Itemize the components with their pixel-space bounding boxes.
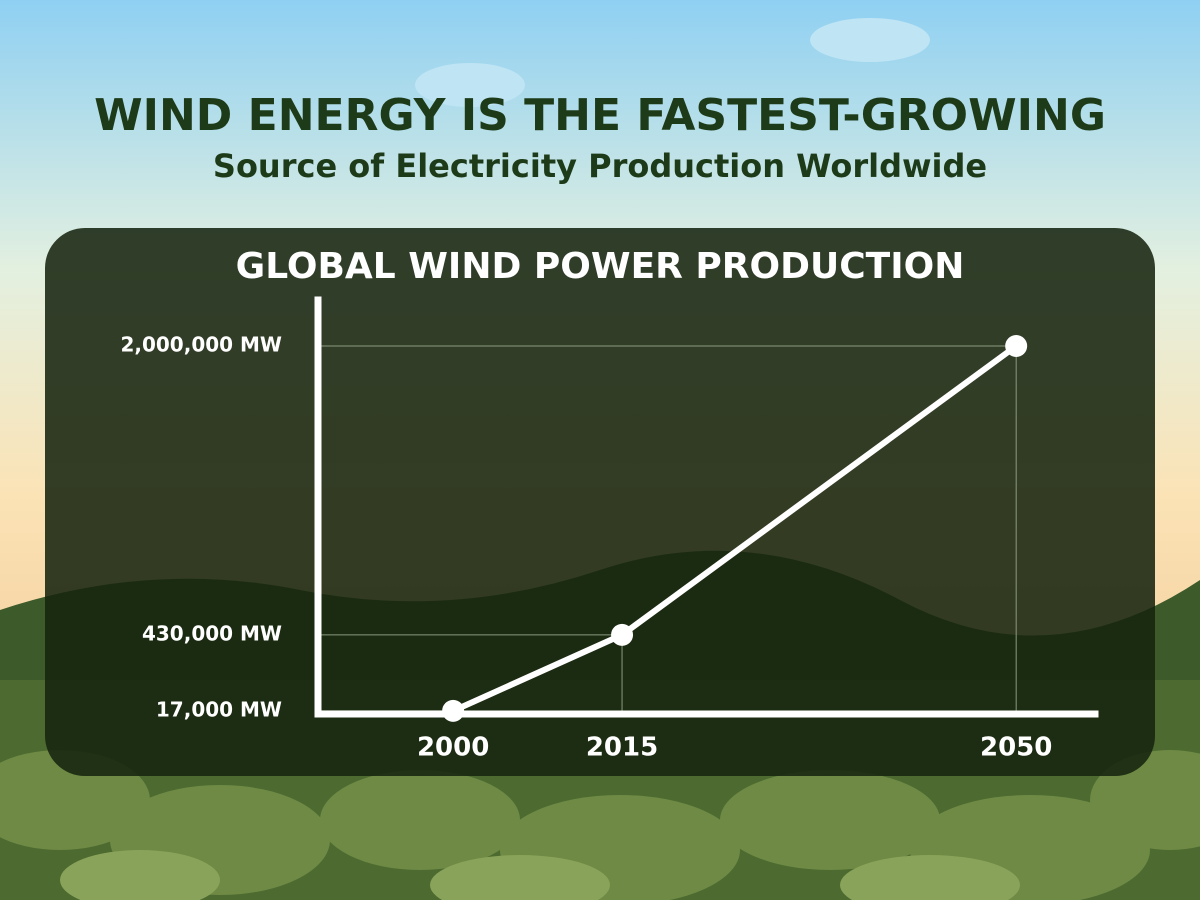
point bbox=[1005, 335, 1028, 357]
y-tick-label: 17,000 MW bbox=[156, 697, 282, 721]
cloud bbox=[415, 63, 525, 107]
x-tick-label: 2050 bbox=[980, 733, 1052, 763]
axes bbox=[314, 296, 1099, 718]
chart-title: GLOBAL WIND POWER PRODUCTION bbox=[236, 246, 965, 287]
x-tick-label: 2000 bbox=[417, 733, 489, 763]
cloud bbox=[810, 18, 930, 62]
y-tick-label: 2,000,000 MW bbox=[120, 333, 282, 357]
y-tick-label: 430,000 MW bbox=[142, 621, 282, 645]
point bbox=[611, 623, 634, 646]
point bbox=[442, 699, 465, 722]
headline: WIND ENERGY IS THE FASTEST-GROWING bbox=[94, 90, 1106, 141]
chart-panel bbox=[45, 228, 1155, 776]
x-tick-label: 2015 bbox=[586, 733, 658, 763]
bushes-light bbox=[60, 850, 1020, 900]
subheadline: Source of Electricity Production Worldwi… bbox=[213, 147, 987, 185]
